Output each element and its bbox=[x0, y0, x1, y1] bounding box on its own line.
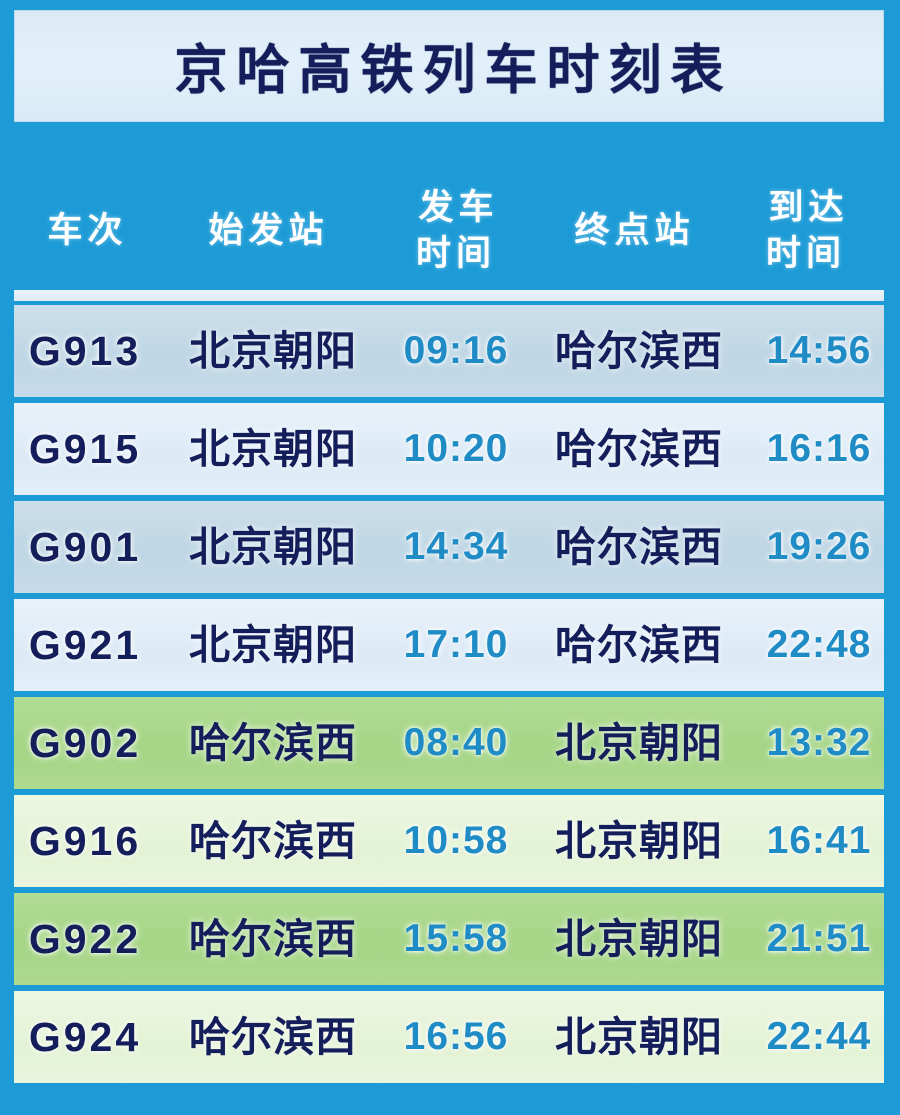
table-header-row: 车次 始发站 发车 时间 终点站 到达 时间 bbox=[0, 130, 900, 288]
cell-train-no: G921 bbox=[28, 622, 142, 668]
cell-destination: 哈尔滨西 bbox=[555, 328, 723, 374]
cell-arrival: 19:26 bbox=[766, 525, 872, 568]
column-header-destination: 终点站 bbox=[574, 211, 695, 250]
cell-train-no: G915 bbox=[28, 426, 142, 472]
cell-departure: 08:40 bbox=[403, 721, 509, 764]
cell-arrival: 13:32 bbox=[766, 721, 872, 764]
cell-origin: 哈尔滨西 bbox=[189, 720, 357, 766]
cell-arrival: 21:51 bbox=[766, 917, 872, 960]
page-title: 京哈高铁列车时刻表 bbox=[174, 41, 733, 100]
column-header-arrival: 到达 时间 bbox=[765, 188, 849, 273]
cell-train-no: G916 bbox=[28, 818, 142, 864]
cell-origin: 北京朝阳 bbox=[189, 524, 357, 570]
cell-departure: 16:56 bbox=[403, 1015, 509, 1058]
cell-train-no: G922 bbox=[28, 916, 142, 962]
table-row[interactable]: G902 哈尔滨西 08:40 北京朝阳 13:32 bbox=[14, 697, 884, 789]
cell-departure: 09:16 bbox=[403, 329, 509, 372]
cell-destination: 北京朝阳 bbox=[555, 916, 723, 962]
cell-departure: 10:58 bbox=[403, 819, 509, 862]
table-row[interactable]: G922 哈尔滨西 15:58 北京朝阳 21:51 bbox=[14, 893, 884, 985]
title-panel: 京哈高铁列车时刻表 bbox=[14, 10, 884, 122]
table-row[interactable]: G921 北京朝阳 17:10 哈尔滨西 22:48 bbox=[14, 599, 884, 691]
cell-origin: 哈尔滨西 bbox=[189, 916, 357, 962]
cell-origin: 北京朝阳 bbox=[189, 328, 357, 374]
table-row[interactable]: G915 北京朝阳 10:20 哈尔滨西 16:16 bbox=[14, 403, 884, 495]
cell-arrival: 22:48 bbox=[766, 623, 872, 666]
cell-train-no: G913 bbox=[28, 328, 142, 374]
cell-departure: 15:58 bbox=[403, 917, 509, 960]
cell-arrival: 16:41 bbox=[766, 819, 872, 862]
cell-origin: 哈尔滨西 bbox=[189, 1014, 357, 1060]
cell-destination: 北京朝阳 bbox=[555, 1014, 723, 1060]
table-row[interactable]: G916 哈尔滨西 10:58 北京朝阳 16:41 bbox=[14, 795, 884, 887]
table-row[interactable]: G924 哈尔滨西 16:56 北京朝阳 22:44 bbox=[14, 991, 884, 1083]
table-row[interactable]: G913 北京朝阳 09:16 哈尔滨西 14:56 bbox=[14, 305, 884, 397]
cell-origin: 北京朝阳 bbox=[189, 426, 357, 472]
column-header-origin: 始发站 bbox=[208, 211, 329, 250]
timetable-rows: G913 北京朝阳 09:16 哈尔滨西 14:56 G915 北京朝阳 10:20 哈尔滨西 1… bbox=[0, 305, 900, 1089]
cell-arrival: 22:44 bbox=[766, 1015, 872, 1058]
cell-arrival: 16:16 bbox=[766, 427, 872, 470]
cell-train-no: G924 bbox=[28, 1014, 142, 1060]
table-row[interactable]: G901 北京朝阳 14:34 哈尔滨西 19:26 bbox=[14, 501, 884, 593]
cell-origin: 哈尔滨西 bbox=[189, 818, 357, 864]
cell-destination: 哈尔滨西 bbox=[555, 524, 723, 570]
cell-train-no: G902 bbox=[28, 720, 142, 766]
cell-destination: 北京朝阳 bbox=[555, 818, 723, 864]
column-header-train-no: 车次 bbox=[47, 211, 128, 250]
cell-destination: 哈尔滨西 bbox=[555, 622, 723, 668]
header-separator bbox=[14, 290, 884, 301]
cell-departure: 14:34 bbox=[403, 525, 509, 568]
column-header-departure: 发车 时间 bbox=[415, 188, 499, 273]
cell-destination: 北京朝阳 bbox=[555, 720, 723, 766]
cell-destination: 哈尔滨西 bbox=[555, 426, 723, 472]
cell-arrival: 14:56 bbox=[766, 329, 872, 372]
cell-departure: 10:20 bbox=[403, 427, 509, 470]
cell-train-no: G901 bbox=[28, 524, 142, 570]
cell-origin: 北京朝阳 bbox=[189, 622, 357, 668]
cell-departure: 17:10 bbox=[403, 623, 509, 666]
